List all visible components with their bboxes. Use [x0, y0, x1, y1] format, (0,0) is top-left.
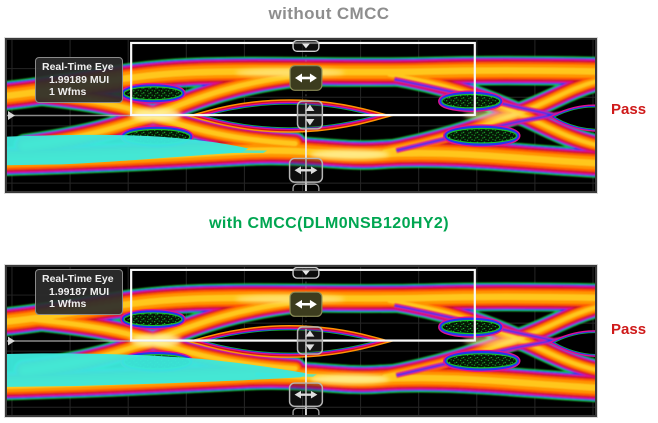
- right-edge-eye-opening: [549, 330, 595, 357]
- vertical-drag-handle[interactable]: [296, 326, 324, 355]
- chevron-down-icon: [301, 43, 310, 49]
- info-mui-value: 1.99187 MUI: [49, 285, 110, 298]
- eye-diagram-with-cmcc[interactable]: Real-Time Eye 1.99187 MUI 1 Wfms: [5, 265, 597, 417]
- top-reference-tab[interactable]: [292, 40, 320, 53]
- bottom-drag-handle[interactable]: [288, 382, 324, 408]
- info-waveform-count: 1 Wfms: [49, 86, 87, 98]
- pass-status-without-cmcc: Pass: [611, 101, 647, 118]
- cyan-density-trace: [7, 353, 317, 387]
- info-title: Real-Time Eye: [42, 61, 114, 73]
- bottom-drag-handle[interactable]: [288, 157, 324, 183]
- bottom-edge-tab[interactable]: [292, 183, 320, 191]
- measurement-info-box: Real-Time Eye 1.99187 MUI 1 Wfms: [35, 269, 123, 315]
- right-edge-eye-opening: [549, 104, 595, 132]
- left-edge-level-marker-icon: [7, 336, 15, 346]
- section-title-with-cmcc: with CMCC(DLM0NSB120HY2): [209, 215, 449, 232]
- horizontal-drag-handle[interactable]: [289, 65, 323, 91]
- section-title-without-cmcc: without CMCC: [268, 4, 390, 23]
- up-arrow-icon: [305, 330, 315, 337]
- down-arrow-icon: [305, 344, 315, 351]
- info-title: Real-Time Eye: [42, 273, 114, 285]
- bottom-edge-tab[interactable]: [292, 407, 320, 415]
- pass-status-with-cmcc: Pass: [611, 321, 647, 338]
- cyan-density-trace: [7, 134, 268, 166]
- vertical-drag-handle[interactable]: [296, 100, 324, 130]
- top-reference-tab[interactable]: [292, 267, 320, 279]
- cursor-markers: [288, 40, 324, 191]
- eye-diagram-without-cmcc[interactable]: Real-Time Eye 1.99189 MUI 1 Wfms: [5, 38, 597, 193]
- cursor-markers: [288, 267, 324, 415]
- chevron-down-icon: [301, 270, 310, 276]
- speckled-lens-eyes: [120, 82, 521, 149]
- down-arrow-icon: [305, 118, 315, 126]
- info-mui-value: 1.99189 MUI: [49, 73, 110, 86]
- info-waveform-count: 1 Wfms: [49, 298, 87, 310]
- left-edge-level-marker-icon: [7, 111, 15, 120]
- up-arrow-icon: [305, 104, 315, 112]
- horizontal-drag-handle[interactable]: [289, 291, 323, 317]
- measurement-info-box: Real-Time Eye 1.99189 MUI 1 Wfms: [35, 57, 123, 103]
